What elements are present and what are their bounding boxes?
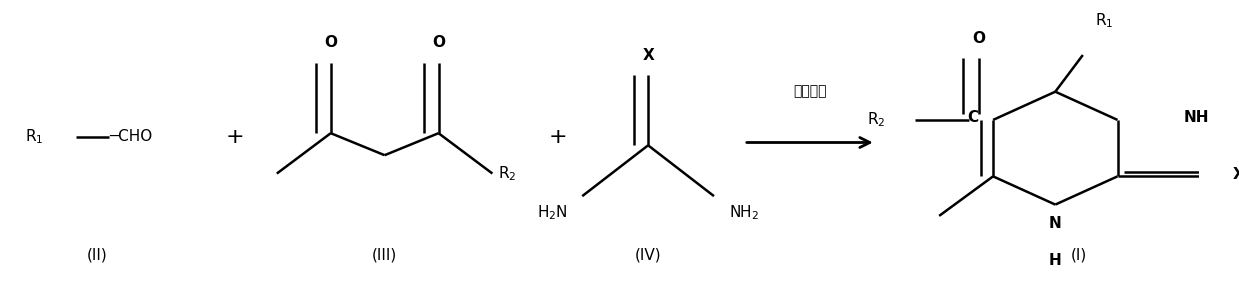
Text: X: X [1233,167,1239,182]
Text: R$_1$: R$_1$ [25,127,43,146]
Text: R$_2$: R$_2$ [867,111,886,129]
Text: R$_2$: R$_2$ [498,164,517,183]
Text: (I): (I) [1072,248,1088,263]
Text: H: H [1049,253,1062,268]
Text: NH$_2$: NH$_2$ [729,204,760,222]
Text: (IV): (IV) [634,248,662,263]
Text: H$_2$N: H$_2$N [536,204,567,222]
Text: 酸偶化剂: 酸偶化剂 [793,85,826,99]
Text: +: + [549,127,567,147]
Text: X: X [642,48,654,62]
Text: +: + [225,127,244,147]
Text: R$_1$: R$_1$ [1095,11,1114,30]
Text: N: N [1049,216,1062,231]
Text: O: O [432,35,445,50]
Text: O: O [325,35,337,50]
Text: (III): (III) [372,248,398,263]
Text: (II): (II) [87,248,108,263]
Text: ─CHO: ─CHO [109,129,152,144]
Text: C: C [968,110,979,125]
Text: NH: NH [1183,110,1209,125]
Text: O: O [973,30,985,46]
